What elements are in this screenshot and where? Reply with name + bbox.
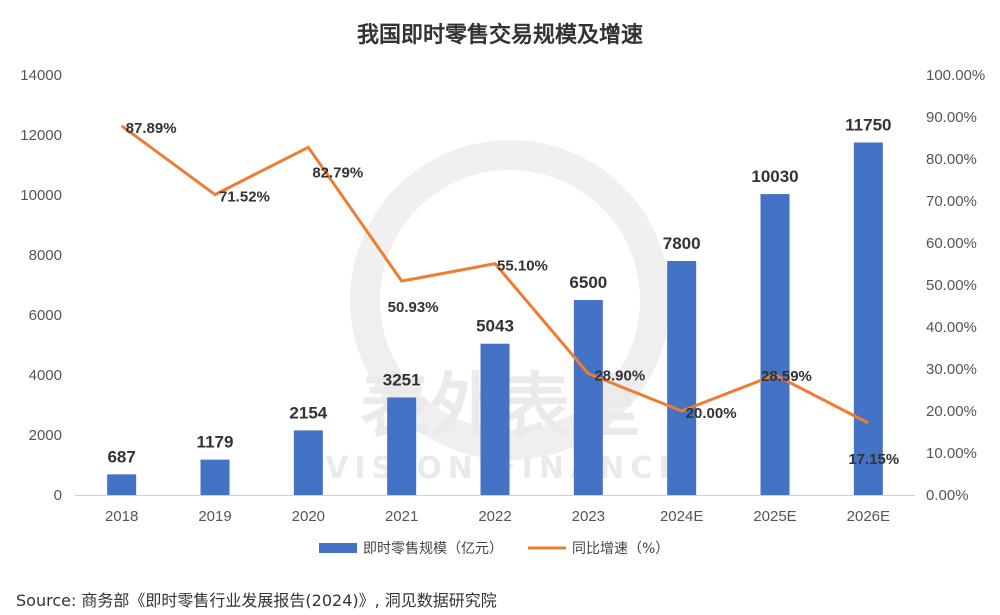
bar bbox=[387, 397, 417, 495]
bar bbox=[200, 459, 230, 495]
line-value-label: 55.10% bbox=[497, 258, 548, 275]
x-tick-label: 2018 bbox=[105, 508, 138, 525]
y-left-tick-label: 10000 bbox=[20, 187, 62, 204]
y-left-tick-label: 6000 bbox=[29, 307, 62, 324]
y-right-tick-label: 60.00% bbox=[926, 235, 977, 252]
y-axis-left: 0 2000 4000 6000 8000 10000 12000 14000 bbox=[20, 67, 62, 504]
bar bbox=[480, 343, 510, 495]
bar-value-label: 2154 bbox=[289, 403, 327, 422]
bar-labels: 687 1179 2154 3251 5043 6500 7800 10030 11750 bbox=[107, 116, 891, 467]
line-value-label: 87.89% bbox=[126, 120, 177, 137]
y-left-tick-label: 4000 bbox=[29, 367, 62, 384]
bar bbox=[293, 430, 323, 495]
y-right-tick-label: 40.00% bbox=[926, 319, 977, 336]
y-axis-right: 0.00% 10.00% 20.00% 30.00% 40.00% 50.00% 60.00… bbox=[926, 67, 985, 504]
bar bbox=[667, 261, 697, 495]
x-tick-label: 2024E bbox=[660, 508, 703, 525]
y-right-tick-label: 100.00% bbox=[926, 67, 985, 84]
bar-value-label: 6500 bbox=[569, 273, 607, 292]
line-value-label: 50.93% bbox=[388, 299, 439, 316]
watermark-ring bbox=[350, 140, 670, 460]
bar bbox=[573, 300, 603, 495]
y-right-tick-label: 0.00% bbox=[926, 487, 969, 504]
legend-line-label: 同比增速（%） bbox=[572, 541, 669, 557]
y-right-tick-label: 20.00% bbox=[926, 403, 977, 420]
bar-value-label: 7800 bbox=[663, 234, 701, 253]
y-right-tick-label: 10.00% bbox=[926, 445, 977, 462]
line-value-label: 71.52% bbox=[219, 189, 270, 206]
x-tick-label: 2022 bbox=[478, 508, 511, 525]
x-tick-label: 2020 bbox=[292, 508, 325, 525]
y-right-tick-label: 70.00% bbox=[926, 193, 977, 210]
line-value-label: 82.79% bbox=[312, 164, 363, 181]
y-left-tick-label: 2000 bbox=[29, 427, 62, 444]
legend-bar-swatch bbox=[319, 543, 357, 553]
source-note: Source: 商务部《即时零售行业发展报告(2024)》, 洞见数据研究院 bbox=[16, 591, 497, 610]
bar-series bbox=[107, 142, 883, 495]
legend-bar-label: 即时零售规模（亿元） bbox=[363, 541, 503, 557]
x-axis: 2018 2019 2020 2021 2022 2023 2024E 2025E 2026E bbox=[105, 508, 890, 525]
y-right-tick-label: 80.00% bbox=[926, 151, 977, 168]
chart-title: 我国即时零售交易规模及增速 bbox=[357, 22, 643, 48]
growth-rate-line bbox=[120, 124, 869, 425]
bar bbox=[107, 474, 137, 495]
y-left-tick-label: 8000 bbox=[29, 247, 62, 264]
line-value-label: 28.90% bbox=[594, 368, 645, 385]
line-value-label: 17.15% bbox=[848, 451, 899, 468]
y-left-tick-label: 14000 bbox=[20, 67, 62, 84]
y-right-tick-label: 90.00% bbox=[926, 109, 977, 126]
bar-value-label: 10030 bbox=[751, 167, 798, 186]
bar bbox=[760, 194, 790, 495]
y-right-tick-label: 30.00% bbox=[926, 361, 977, 378]
y-left-tick-label: 0 bbox=[54, 487, 62, 504]
x-tick-label: 2026E bbox=[847, 508, 890, 525]
x-tick-label: 2023 bbox=[572, 508, 605, 525]
line-value-label: 20.00% bbox=[686, 405, 737, 422]
bar-value-label: 11750 bbox=[845, 116, 891, 135]
x-tick-label: 2021 bbox=[385, 508, 418, 525]
bar-value-label: 687 bbox=[107, 447, 135, 466]
legend: 即时零售规模（亿元） 同比增速（%） bbox=[319, 541, 669, 557]
x-tick-label: 2019 bbox=[198, 508, 231, 525]
y-left-tick-label: 12000 bbox=[20, 127, 62, 144]
chart-area: 表外表里 VISION FINANCE 我国即时零售交易规模及增速 020004… bbox=[20, 22, 985, 557]
x-tick-label: 2025E bbox=[753, 508, 796, 525]
y-right-tick-label: 50.00% bbox=[926, 277, 977, 294]
bar-value-label: 5043 bbox=[476, 317, 514, 336]
line-labels: 87.89% 71.52% 82.79% 50.93% 55.10% 28.90% 20.0… bbox=[126, 120, 900, 468]
bar-value-label: 1179 bbox=[197, 433, 234, 452]
bar bbox=[853, 142, 883, 495]
bar-value-label: 3251 bbox=[383, 370, 421, 389]
line-value-label: 28.59% bbox=[761, 368, 812, 385]
